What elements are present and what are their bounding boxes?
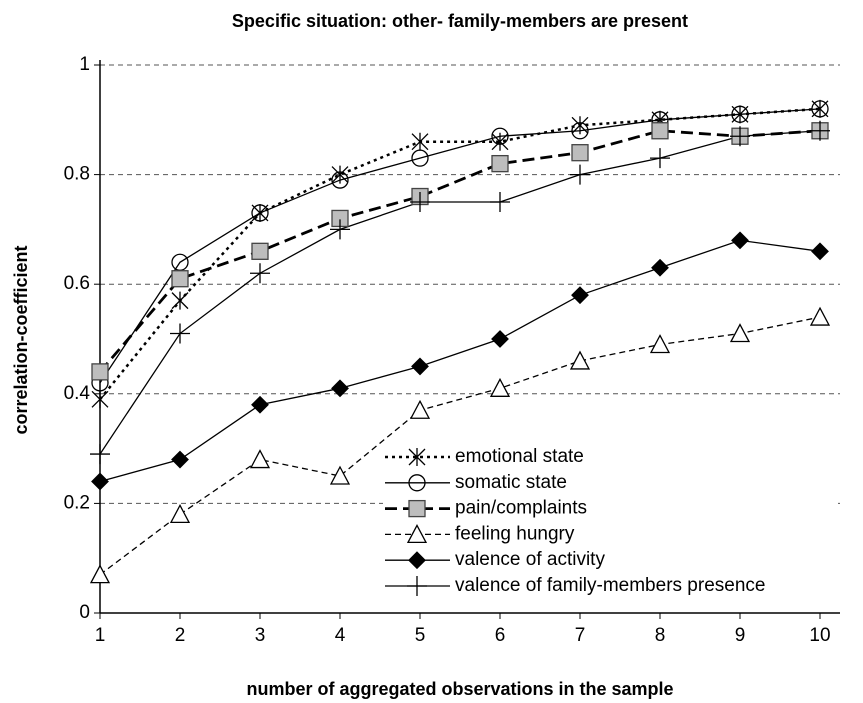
marker — [90, 444, 110, 465]
marker — [571, 122, 589, 140]
marker — [409, 399, 431, 419]
x-tick-label: 6 — [495, 625, 506, 646]
series-line — [98, 129, 821, 373]
marker — [331, 379, 349, 398]
marker — [331, 171, 349, 189]
marker — [731, 231, 749, 250]
marker — [490, 192, 510, 212]
marker — [249, 449, 271, 469]
marker — [810, 120, 830, 141]
marker — [89, 564, 111, 584]
x-tick-label: 3 — [255, 625, 266, 646]
marker — [411, 357, 429, 376]
marker — [251, 395, 269, 414]
marker — [410, 192, 430, 212]
marker — [408, 551, 426, 570]
marker — [729, 323, 751, 343]
marker — [411, 149, 429, 167]
marker — [408, 499, 426, 518]
marker — [731, 105, 749, 123]
marker — [169, 503, 191, 524]
marker — [491, 154, 509, 173]
y-tick-label: 0.8 — [64, 164, 90, 185]
marker — [251, 204, 269, 222]
x-tick-label: 4 — [335, 625, 346, 646]
legend-label: emotional state — [455, 446, 584, 467]
series-line — [99, 107, 821, 401]
marker — [170, 323, 190, 344]
series-line — [99, 108, 821, 384]
y-tick-label: 1 — [79, 54, 90, 75]
x-tick-label: 2 — [175, 625, 186, 646]
series-line — [99, 239, 821, 483]
marker — [331, 165, 349, 184]
chart-title: Specific situation: other- family-member… — [232, 11, 688, 31]
legend-label: valence of family-members presence — [455, 575, 765, 596]
marker — [171, 450, 189, 469]
marker — [811, 242, 829, 261]
marker — [811, 100, 829, 118]
marker — [730, 126, 750, 147]
marker — [171, 270, 189, 288]
marker — [408, 474, 426, 492]
x-tick-label: 1 — [95, 625, 106, 646]
x-tick-label: 7 — [575, 625, 586, 646]
marker — [809, 306, 831, 326]
y-tick-label: 0.4 — [64, 383, 91, 404]
x-tick-label: 10 — [809, 625, 830, 646]
marker — [250, 263, 270, 284]
marker — [569, 350, 591, 370]
marker — [91, 390, 109, 409]
marker — [650, 148, 670, 169]
y-tick-label: 0 — [79, 602, 90, 623]
series-line — [99, 130, 821, 455]
marker — [571, 116, 589, 135]
marker — [570, 164, 590, 185]
marker — [491, 127, 509, 145]
marker — [571, 286, 589, 305]
marker — [651, 258, 669, 277]
marker — [406, 524, 428, 544]
series-line — [99, 316, 821, 576]
x-tick-label: 9 — [735, 625, 746, 646]
marker — [489, 377, 511, 397]
marker — [491, 132, 509, 151]
marker — [329, 465, 351, 485]
marker — [407, 576, 427, 596]
marker — [649, 334, 671, 354]
marker — [251, 242, 269, 260]
legend-label: somatic state — [455, 472, 567, 493]
y-axis-label: correlation-coefficient — [11, 245, 31, 434]
x-tick-label: 5 — [415, 625, 426, 646]
marker — [91, 363, 109, 381]
legend-label: feeling hungry — [455, 523, 575, 544]
marker — [651, 122, 669, 140]
x-axis-label: number of aggregated observations in the… — [246, 679, 673, 699]
marker — [91, 472, 109, 491]
y-tick-label: 0.6 — [64, 273, 90, 294]
marker — [171, 291, 189, 310]
legend-label: valence of activity — [455, 549, 605, 570]
legend-label: pain/complaints — [455, 498, 587, 519]
marker — [491, 330, 509, 348]
x-tick-label: 8 — [655, 625, 666, 646]
marker — [330, 219, 350, 240]
y-tick-label: 0.2 — [64, 492, 90, 513]
marker — [411, 132, 429, 151]
marker — [408, 448, 426, 466]
marker — [571, 144, 589, 162]
legend-box — [383, 444, 838, 601]
